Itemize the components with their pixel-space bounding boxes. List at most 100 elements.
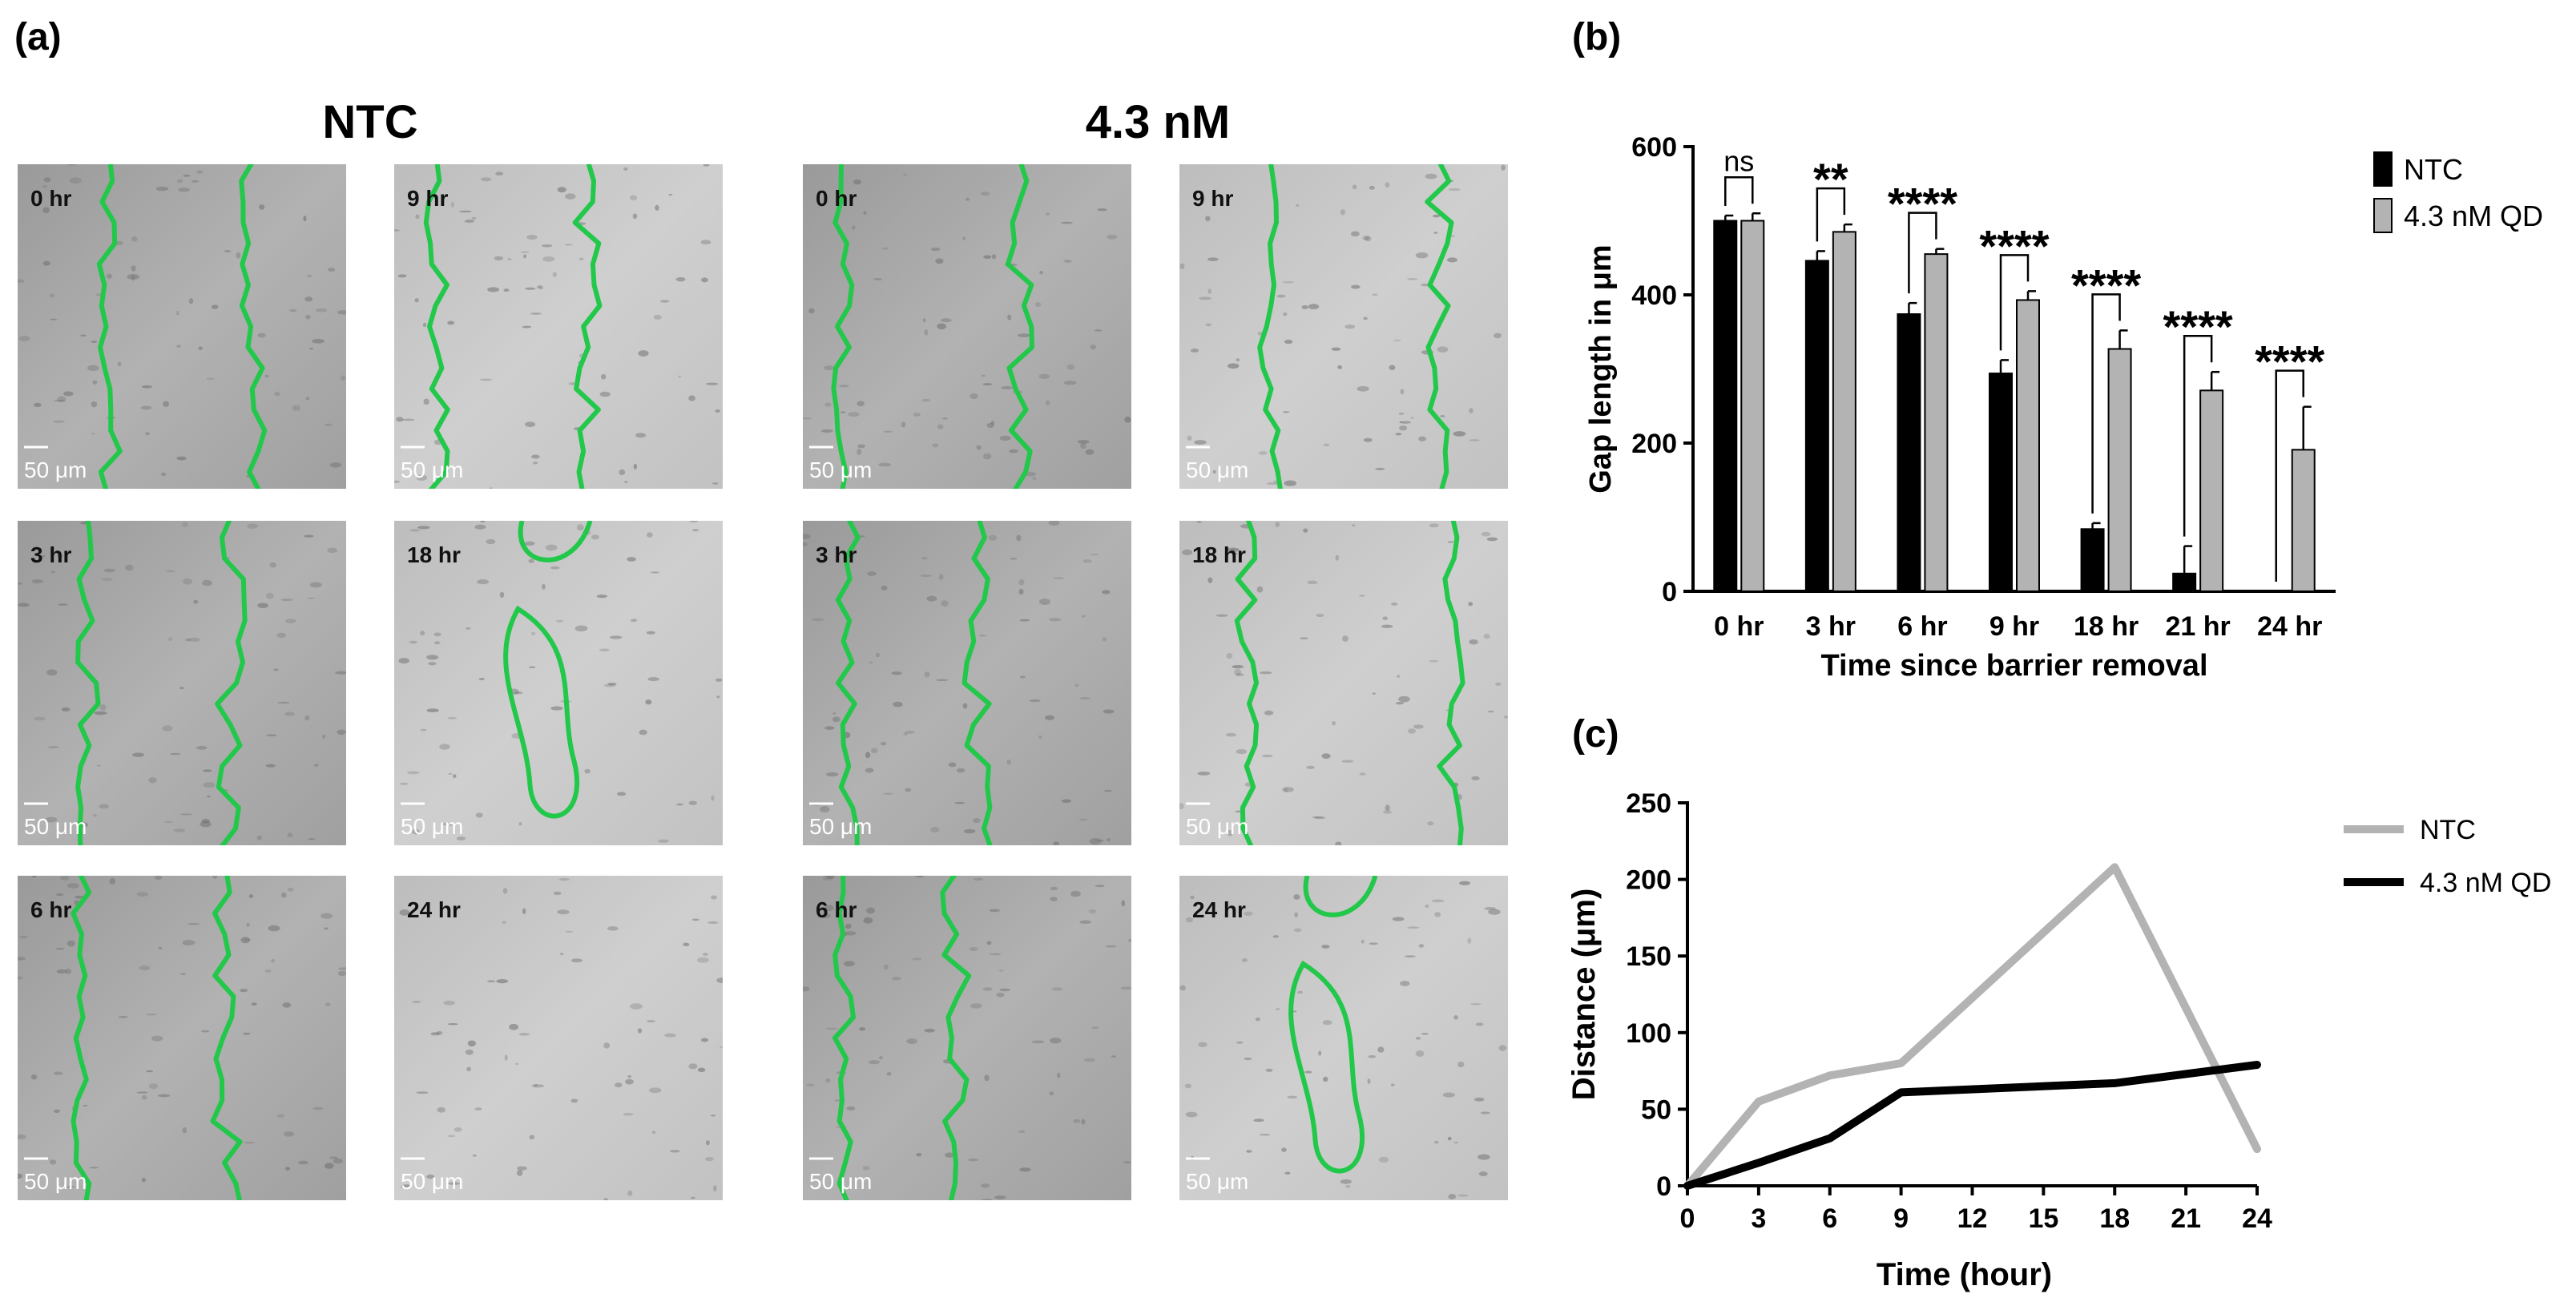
cell-speck [697,957,709,963]
cell-speck [1063,260,1072,263]
cell-speck [1074,683,1079,687]
cell-speck [1196,521,1202,523]
cell-speck [982,987,993,991]
cell-speck [559,953,564,956]
cell-speck [337,729,346,736]
cell-speck [824,905,834,912]
cell-speck [988,534,998,541]
cell-speck [823,913,831,919]
cell-speck [157,1094,171,1098]
cell-speck [541,244,553,248]
cell-speck [414,297,419,303]
cell-speck [924,1028,936,1033]
cell-speck [514,691,523,695]
cell-speck [963,828,976,834]
cell-speck [940,318,952,323]
cell-speck [1453,431,1466,437]
cell-speck [1260,671,1272,675]
cell-speck [1282,411,1290,413]
cell-speck [146,1070,154,1073]
cell-speck [711,795,715,801]
cell-speck [201,819,210,824]
cell-speck [623,167,628,171]
cell-speck [276,632,287,639]
cell-speck [1318,1050,1322,1056]
cell-speck [675,276,686,282]
cell-speck [982,374,986,377]
scale-bar-label: 50 μm [809,814,872,839]
cell-speck [474,524,486,530]
cell-speck [623,1112,634,1116]
data-point [2114,1082,2116,1084]
cell-speck [824,726,835,730]
cell-speck [287,887,294,892]
cell-speck [428,662,437,666]
cell-speck [1090,1026,1099,1030]
cell-speck [591,534,599,540]
cell-speck [1061,799,1072,803]
cell-speck [1407,728,1417,734]
cell-speck [863,917,873,924]
cell-speck [906,1038,917,1045]
micrograph-tile: 24 hr 50 μm [1179,876,1508,1200]
cell-speck [43,177,51,183]
cell-speck [1276,294,1286,298]
cell-speck [280,599,293,602]
cell-speck [676,803,683,806]
cell-speck [866,907,875,914]
cell-speck [635,433,647,438]
cell-speck [1050,1038,1062,1044]
cell-speck [1010,558,1018,560]
cell-speck [1283,312,1288,316]
cell-speck [707,921,719,925]
cell-speck [921,557,928,560]
cell-speck [700,240,712,245]
cell-speck [1284,787,1288,793]
cell-speck [257,333,266,338]
cell-speck [1259,1133,1271,1136]
cell-speck [905,730,915,734]
cell-speck [1313,816,1326,820]
cell-speck [523,254,527,259]
cell-speck [1323,443,1330,447]
cell-speck [1311,816,1324,818]
cell-speck [335,671,346,675]
cell-speck [1341,760,1354,763]
cell-speck [48,746,59,748]
cell-speck [903,732,908,736]
cell-speck [1246,1150,1252,1153]
cell-speck [1212,470,1216,474]
cell-speck [803,542,808,546]
x-axis-title: Time (hour) [1877,1257,2052,1292]
cell-speck [520,251,530,253]
cell-speck [136,1091,148,1094]
cell-speck [273,668,279,671]
cell-speck [269,562,277,568]
wound-edge-trace [96,164,123,489]
cell-speck [202,769,212,772]
cell-speck [1232,552,1238,555]
cell-speck [1342,635,1348,642]
wound-edge-trace [961,521,993,845]
cell-speck [1198,1042,1207,1047]
cell-speck [94,711,107,715]
micrograph-tile: 0 hr 50 μm [803,164,1131,489]
cell-speck [415,214,420,220]
cell-speck [690,1196,695,1199]
cell-speck [1029,699,1041,703]
cell-speck [609,635,623,639]
x-tick-label: 24 hr [2257,611,2322,642]
cell-speck [1442,1092,1455,1098]
cell-speck [481,177,492,182]
cell-speck [55,948,65,950]
cell-speck [196,170,204,174]
cell-speck [1097,208,1107,212]
micrograph-background [18,164,346,489]
cell-speck [857,449,862,455]
cell-speck [528,666,536,668]
cell-speck [617,792,627,796]
cell-speck [148,1083,159,1090]
cell-speck [1207,577,1213,583]
cell-speck [409,640,417,644]
cell-speck [1457,1194,1469,1197]
